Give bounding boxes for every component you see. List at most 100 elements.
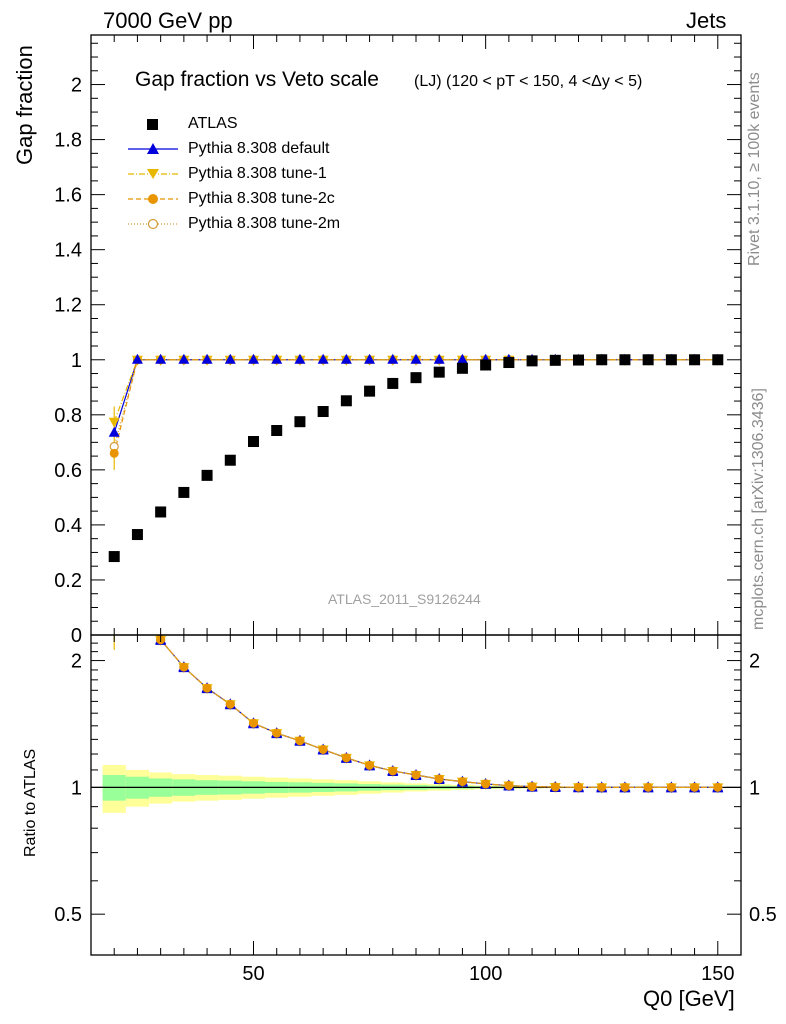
- mc-point: [109, 448, 119, 458]
- ratio-point-tune2c: [411, 770, 421, 780]
- ratio-point-tune2c: [504, 781, 514, 791]
- y-tick-label: 0.2: [54, 570, 82, 592]
- mc-point: [294, 353, 306, 364]
- mc-point: [364, 353, 376, 364]
- ratio-point-tune2c: [365, 760, 375, 770]
- header-left: 7000 GeV pp: [103, 8, 233, 33]
- x-tick-label: 100: [469, 963, 502, 985]
- atlas-point: [108, 551, 120, 563]
- mc-point: [155, 353, 167, 364]
- legend-marker-square: [147, 119, 158, 130]
- ratio-point-tune2c: [713, 782, 723, 792]
- y-tick-label: 1: [71, 350, 82, 372]
- atlas-point: [526, 355, 538, 367]
- mc-point: [131, 353, 143, 364]
- y-tick-label: 2: [71, 75, 82, 97]
- ratio-point-tune2c: [272, 728, 282, 738]
- ratio-point-tune2c: [481, 779, 491, 789]
- ratio-y-tick-label-right: 1: [749, 777, 760, 799]
- watermark: ATLAS_2011_S9126244: [328, 591, 481, 607]
- ratio-point-tune2c: [179, 662, 189, 672]
- y-tick-label: 0.8: [54, 405, 82, 427]
- legend-label: Pythia 8.308 tune-2m: [188, 215, 341, 232]
- y-tick-label: 1.2: [54, 295, 82, 317]
- series-line-top: [113, 359, 718, 433]
- legend-label: Pythia 8.308 tune-2c: [188, 190, 335, 207]
- y-tick-label: 1.4: [54, 240, 82, 262]
- atlas-point: [619, 354, 631, 366]
- atlas-point: [456, 362, 468, 374]
- legend-label: ATLAS: [188, 115, 238, 132]
- atlas-point: [503, 357, 515, 369]
- atlas-point: [642, 354, 654, 366]
- atlas-point: [573, 354, 584, 366]
- atlas-point: [549, 354, 561, 366]
- mc-point: [387, 353, 399, 364]
- y-tick-label: 0.6: [54, 460, 82, 482]
- mc-point: [317, 353, 329, 364]
- y-tick-label: 1.8: [54, 130, 82, 152]
- mc-point: [224, 353, 236, 364]
- header-right: Jets: [686, 8, 727, 33]
- ratio-point-tune2c: [249, 718, 258, 728]
- ratio-y-tick-label: 1: [71, 777, 82, 799]
- mc-point: [410, 353, 422, 364]
- mc-point: [108, 417, 120, 428]
- series-line-top: [113, 359, 718, 422]
- ratio-point-tune2c: [341, 753, 351, 763]
- ratio-point-tune2c: [597, 782, 607, 792]
- ratio-y-tick-label: 2: [71, 651, 82, 673]
- legend-marker-circle-open: [128, 218, 178, 230]
- mc-point: [271, 353, 283, 364]
- mc-point: [340, 353, 352, 364]
- atlas-point: [178, 486, 190, 498]
- y-axis-label-top: Gap fraction: [12, 45, 37, 165]
- mc-point: [433, 353, 445, 364]
- ratio-point-tune2c: [574, 782, 583, 792]
- x-axis-label: Q0 [GeV]: [643, 986, 735, 1012]
- atlas-point: [665, 354, 677, 366]
- ratio-y-tick-label-right: 2: [749, 651, 760, 673]
- atlas-point: [317, 406, 329, 418]
- ratio-y-tick-label: 0.5: [54, 904, 82, 926]
- ratio-point-tune2c: [550, 782, 560, 792]
- atlas-point: [224, 454, 236, 466]
- x-tick-label: 50: [242, 963, 264, 985]
- atlas-point: [340, 395, 352, 407]
- x-axis-label-text: Q0 [GeV]: [643, 986, 735, 1011]
- y-tick-label: 1.6: [54, 185, 82, 207]
- ratio-point-tune2c: [643, 782, 653, 792]
- atlas-point: [294, 416, 306, 428]
- ratio-point-tune2c: [457, 777, 467, 787]
- atlas-point: [480, 359, 492, 371]
- mc-point: [178, 353, 190, 364]
- y-tick-label: 0: [71, 625, 82, 647]
- ratio-point-tune2c: [666, 782, 676, 792]
- atlas-point: [131, 529, 143, 541]
- side-label-bottom: mcplots.cern.ch [arXiv:1306.3436]: [750, 388, 767, 630]
- chart-title: Gap fraction vs Veto scale: [135, 68, 379, 91]
- mc-point: [248, 353, 259, 364]
- y-axis-label-ratio: Ratio to ATLAS: [22, 748, 39, 857]
- legend-marker-circle: [128, 194, 178, 204]
- mc-point: [108, 426, 120, 437]
- y-tick-label: 0.4: [54, 515, 82, 537]
- legend: ATLAS Pythia 8.308 default Pythia 8.308 …: [128, 114, 388, 244]
- atlas-point: [248, 436, 259, 448]
- legend-marker-triangle: [128, 143, 178, 154]
- ratio-y-tick-label-right: 0.5: [749, 904, 777, 926]
- atlas-point: [410, 372, 422, 384]
- legend-marker-triangle-down: [128, 169, 178, 179]
- atlas-point: [364, 385, 376, 397]
- ratio-point-tune2c: [318, 745, 328, 755]
- ratio-point-tune2c: [388, 766, 398, 776]
- atlas-point: [155, 506, 167, 518]
- legend-label: Pythia 8.308 default: [188, 140, 330, 157]
- atlas-point: [712, 354, 724, 366]
- ratio-point-tune2c: [690, 782, 700, 792]
- mc-point: [201, 353, 213, 364]
- ratio-point-tune2c: [527, 782, 537, 792]
- ratio-point-tune2c: [295, 736, 305, 746]
- atlas-point: [201, 469, 213, 481]
